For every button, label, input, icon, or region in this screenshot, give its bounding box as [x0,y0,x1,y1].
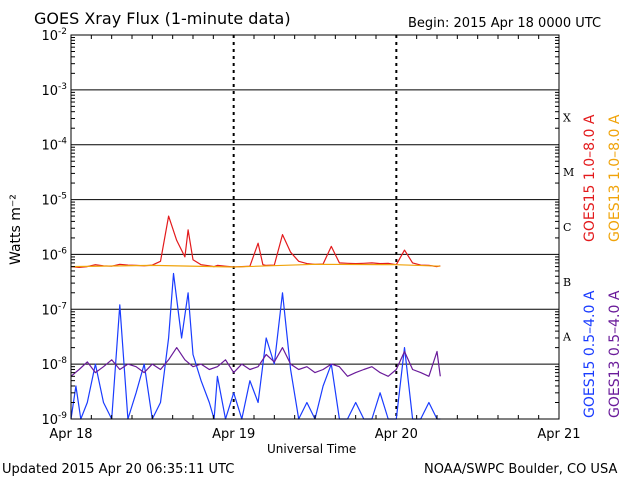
series-lines [70,215,441,420]
flare-class-label: C [563,221,571,234]
y-tick-label: 10-9 [41,411,67,428]
y-tick-label: 10-3 [41,82,67,99]
y-tick-exponent: -4 [58,137,67,147]
y-axis-label: Watts m⁻² [8,194,24,265]
flare-class-label: A [562,331,572,344]
y-tick-exponent: -7 [58,301,67,311]
chart-title: GOES Xray Flux (1-minute data) [34,9,291,28]
y-tick-exponent: -9 [58,411,67,421]
y-tick-label: 10-8 [41,356,67,373]
x-tick-label: Apr 21 [537,427,580,442]
begin-time: Begin: 2015 Apr 18 0000 UTC [408,16,602,31]
legend-goes13-short: GOES13 0.5–4.0 A [607,290,623,418]
legend-goes15-short: GOES15 0.5–4.0 A [582,290,598,418]
y-tick-label: 10-6 [41,246,67,263]
x-tick-label: Apr 18 [49,427,92,442]
series-line-3 [70,347,441,377]
y-tick-label: 10-2 [41,27,67,44]
legend-goes15-long: GOES15 1.0–8.0 A [582,114,598,242]
axes [70,34,560,420]
flare-class-label: B [563,276,571,289]
credit-text: NOAA/SWPC Boulder, CO USA [424,462,618,477]
updated-timestamp: Updated 2015 Apr 20 06:35:11 UTC [2,462,235,477]
y-tick-exponent: -5 [58,192,67,202]
y-tick-exponent: -6 [58,246,67,256]
x-tick-label: Apr 19 [212,427,255,442]
x-axis-label: Universal Time [267,442,357,456]
flare-class-label: X [563,111,571,124]
plot-area [71,35,559,419]
y-tick-exponent: -8 [58,356,67,366]
y-tick-exponent: -2 [58,27,67,37]
x-tick-label: Apr 20 [375,427,418,442]
y-tick-label: 10-7 [41,301,67,318]
y-tick-label: 10-5 [41,192,67,209]
y-tick-label: 10-4 [41,137,67,154]
series-line-1 [70,263,441,268]
plot-background [71,35,559,419]
y-tick-exponent: -3 [58,82,67,92]
series-line-2 [70,272,441,420]
legend-goes13-long: GOES13 1.0–8.0 A [607,114,623,242]
flare-class-label: M [563,166,574,179]
grid-lines [71,35,559,419]
